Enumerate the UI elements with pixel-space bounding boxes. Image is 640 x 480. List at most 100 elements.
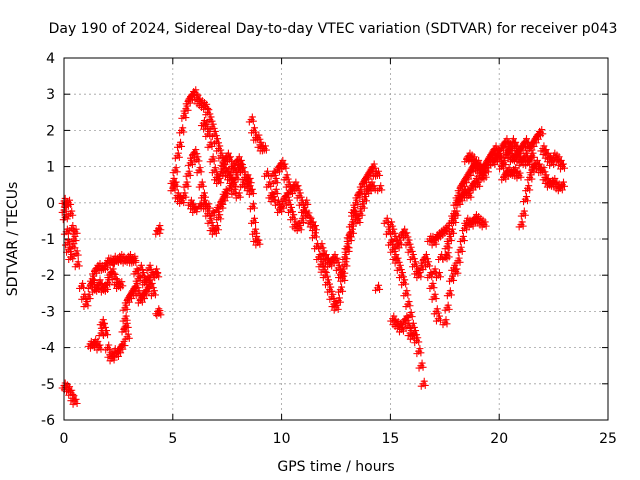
data-point-marker (142, 276, 150, 284)
data-point-marker (128, 259, 136, 267)
data-point-marker (169, 183, 177, 191)
data-point-marker (121, 299, 129, 307)
data-point-marker (409, 330, 417, 338)
data-point-marker (342, 251, 350, 258)
data-point-marker (135, 272, 143, 280)
data-point-marker (352, 194, 360, 202)
data-point-marker (182, 114, 190, 122)
data-point-marker (542, 171, 550, 179)
data-point-marker (184, 201, 192, 209)
data-point-marker (298, 208, 306, 216)
data-point-marker (85, 290, 93, 298)
data-point-marker (234, 175, 242, 183)
data-point-marker (216, 211, 224, 219)
data-point-marker (316, 251, 324, 258)
data-point-marker (243, 187, 251, 195)
data-point-marker (209, 120, 217, 128)
data-point-marker (348, 225, 356, 233)
data-point-marker (137, 261, 145, 269)
data-point-marker (403, 287, 411, 295)
data-point-marker (267, 198, 275, 206)
data-point-marker (339, 256, 347, 263)
data-point-marker (206, 158, 214, 166)
data-point-marker (312, 226, 320, 234)
data-point-marker (106, 280, 114, 288)
data-point-marker (331, 298, 339, 306)
data-point-marker (79, 279, 87, 287)
data-point-marker (334, 305, 342, 313)
data-point-marker (182, 193, 190, 201)
data-point-marker (157, 311, 165, 319)
data-point-marker (515, 223, 523, 231)
data-point-marker (213, 179, 221, 187)
data-point-marker (207, 138, 215, 146)
data-point-marker (526, 169, 534, 177)
data-point-marker (300, 201, 308, 209)
data-point-marker (173, 182, 181, 190)
data-point-marker (426, 237, 434, 245)
data-point-marker (243, 179, 251, 187)
data-point-marker (215, 172, 223, 180)
data-point-marker (177, 138, 185, 146)
data-point-marker (409, 251, 417, 258)
data-point-marker (395, 274, 403, 282)
data-point-marker (106, 261, 114, 269)
data-point-marker (383, 214, 391, 222)
data-point-marker (390, 225, 398, 233)
data-point-marker (184, 182, 192, 190)
data-point-marker (229, 174, 237, 182)
data-point-marker (126, 251, 134, 258)
data-point-marker (385, 241, 393, 249)
data-point-marker (248, 185, 256, 193)
data-point-marker (405, 236, 413, 244)
data-point-marker (151, 274, 159, 282)
data-point-marker (124, 323, 132, 331)
data-point-marker (398, 281, 406, 289)
data-point-marker (205, 200, 213, 208)
data-point-marker (134, 266, 142, 274)
data-point-marker (376, 285, 384, 293)
data-point-marker (211, 176, 219, 184)
data-point-marker (425, 258, 433, 266)
data-point-marker (313, 256, 321, 263)
data-point-marker (196, 164, 204, 172)
data-point-marker (123, 256, 131, 263)
data-point-marker (209, 207, 217, 215)
data-point-marker (184, 96, 192, 104)
y-tick-label: 2 (46, 123, 55, 139)
data-point-marker (481, 218, 489, 226)
data-point-marker (436, 316, 444, 324)
data-point-marker (111, 270, 119, 278)
data-point-marker (402, 324, 410, 332)
data-point-marker (121, 342, 129, 350)
data-point-marker (204, 219, 212, 227)
data-point-marker (467, 193, 475, 201)
data-point-marker (299, 219, 307, 226)
data-point-marker (184, 161, 192, 169)
data-point-marker (258, 147, 266, 155)
data-point-marker (351, 203, 359, 211)
data-point-marker (287, 216, 295, 224)
data-point-marker (311, 229, 319, 237)
data-point-marker (185, 167, 193, 175)
data-point-marker (268, 189, 276, 197)
data-point-marker (345, 230, 353, 238)
data-point-marker (328, 256, 336, 263)
data-point-marker (442, 316, 450, 324)
data-point-marker (201, 193, 209, 201)
data-point-marker (552, 158, 560, 166)
data-point-marker (68, 207, 76, 215)
data-point-marker (96, 341, 104, 349)
data-point-marker (269, 179, 277, 187)
data-point-marker (307, 214, 315, 222)
data-point-marker (190, 200, 198, 208)
data-point-marker (224, 187, 232, 195)
data-point-marker (169, 169, 177, 177)
data-point-marker (361, 176, 369, 184)
data-point-marker (122, 312, 130, 320)
data-point-marker (515, 161, 523, 169)
data-point-marker (100, 319, 108, 327)
data-point-marker (343, 255, 351, 263)
data-point-marker (189, 208, 197, 216)
data-point-marker (298, 214, 306, 222)
